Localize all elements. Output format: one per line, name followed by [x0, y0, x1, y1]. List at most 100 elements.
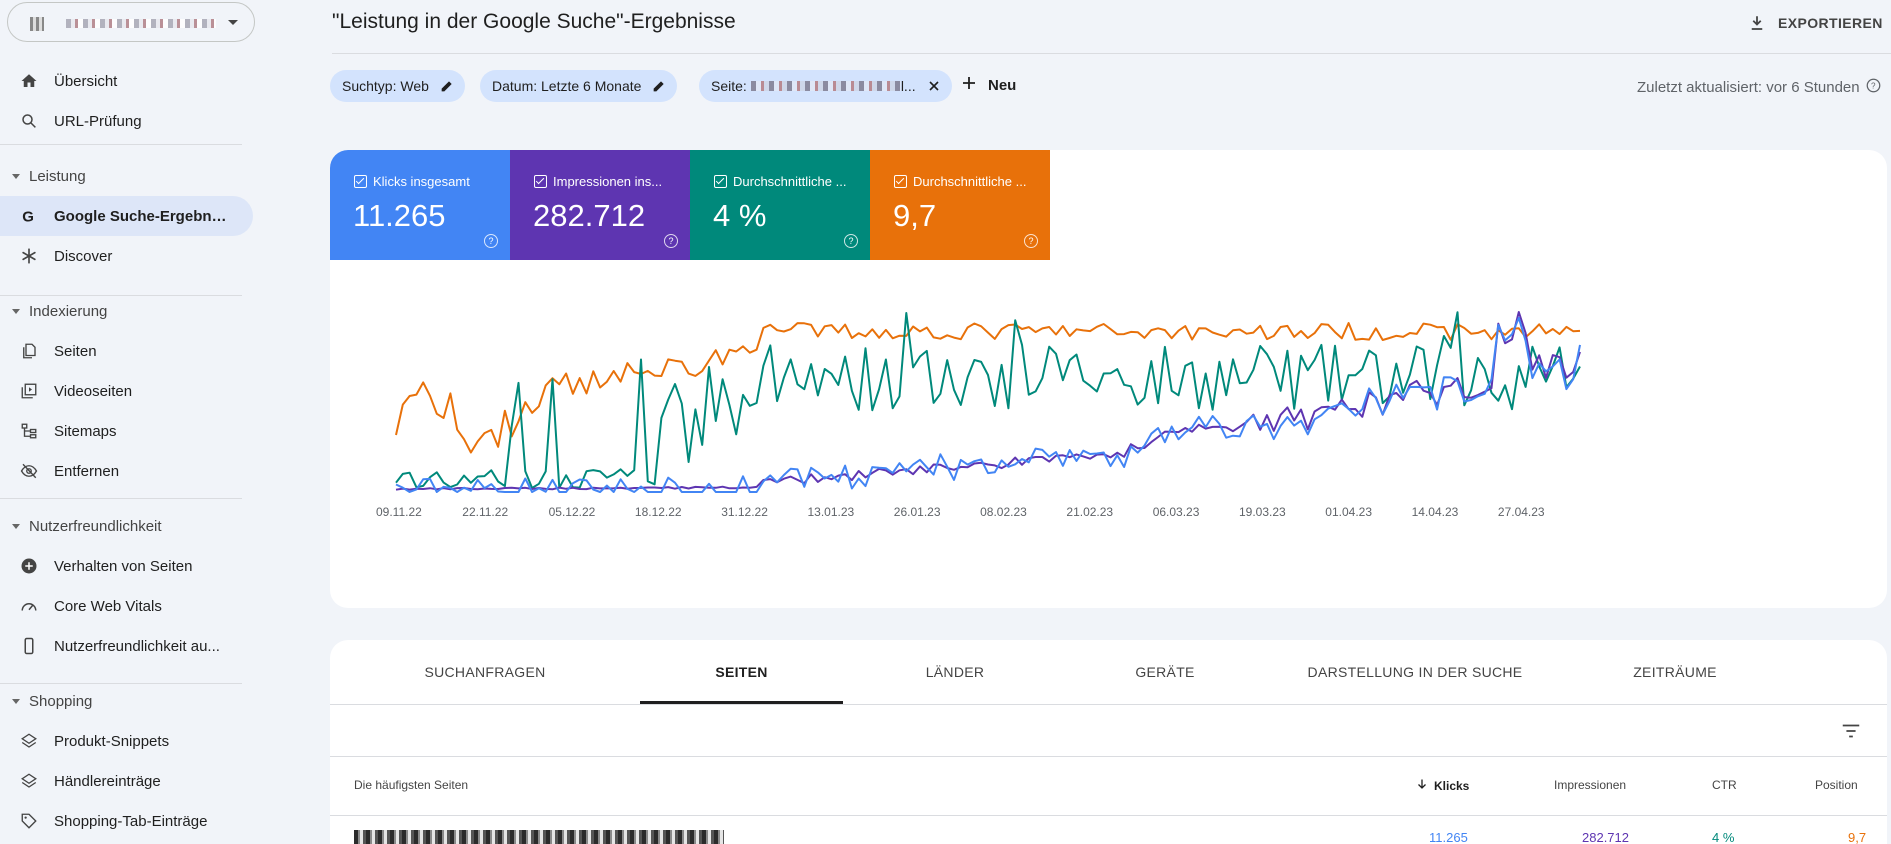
property-selector[interactable]: [7, 2, 255, 42]
divider: [330, 815, 1887, 816]
help-circle-icon[interactable]: ?: [1866, 78, 1881, 97]
performance-chart-card: Klicks insgesamt 11.265 ? Impressionen i…: [330, 150, 1887, 608]
sidebar-item-google-suche[interactable]: G Google Suche-Ergebnis...: [0, 196, 253, 236]
divider: [0, 498, 242, 499]
sidebar-item-produkt-snippets[interactable]: Produkt-Snippets: [0, 721, 253, 761]
sitemap-icon: [20, 422, 38, 440]
column-header-clicks[interactable]: Klicks: [1416, 778, 1469, 793]
row-ctr: 4 %: [1712, 830, 1735, 844]
x-tick-label: 31.12.22: [721, 505, 768, 519]
tab-zeitraeume[interactable]: ZEITRÄUME: [1633, 664, 1717, 680]
section-indexierung[interactable]: Indexierung: [0, 296, 240, 326]
column-header-ctr[interactable]: CTR: [1712, 778, 1737, 792]
x-tick-label: 19.03.23: [1239, 505, 1286, 519]
sidebar-item-seiten[interactable]: Seiten: [0, 331, 253, 371]
help-icon[interactable]: ?: [484, 234, 498, 248]
row-clicks: 11.265: [1429, 830, 1468, 844]
filter-list-icon[interactable]: [1840, 720, 1862, 747]
download-icon: [1748, 14, 1766, 32]
dimension-table-card: SUCHANFRAGEN SEITEN LÄNDER GERÄTE DARSTE…: [330, 640, 1887, 844]
close-icon[interactable]: [926, 78, 942, 94]
help-icon[interactable]: ?: [664, 234, 678, 248]
section-leistung[interactable]: Leistung: [0, 161, 240, 191]
plus-icon: [960, 74, 978, 96]
x-tick-label: 01.04.23: [1325, 505, 1372, 519]
checkbox-icon[interactable]: [534, 175, 547, 188]
collapse-triangle-icon: [12, 308, 20, 314]
checkbox-icon[interactable]: [894, 175, 907, 188]
tab-geraete[interactable]: GERÄTE: [1135, 664, 1195, 680]
divider: [0, 144, 242, 145]
last-updated-text: Zuletzt aktualisiert: vor 6 Stunden ?: [1637, 78, 1881, 97]
series-line-ctr: [395, 311, 1581, 489]
collapse-triangle-icon: [12, 173, 20, 179]
checkbox-icon[interactable]: [354, 175, 367, 188]
sidebar-item-discover[interactable]: Discover: [0, 236, 253, 276]
sort-arrow-down-icon: [1416, 778, 1428, 793]
tab-suchanfragen[interactable]: SUCHANFRAGEN: [424, 664, 546, 680]
sidebar-item-url-pruefung[interactable]: URL-Prüfung: [0, 101, 253, 141]
home-icon: [20, 72, 38, 90]
redacted-url: [750, 81, 901, 91]
sidebar-item-shopping-tab[interactable]: Shopping-Tab-Einträge: [0, 801, 253, 841]
filter-chip-datum[interactable]: Datum: Letzte 6 Monate: [480, 70, 678, 102]
speed-gauge-icon: [20, 597, 38, 615]
metric-card-ctr[interactable]: Durchschnittliche ... 4 % ?: [690, 150, 870, 260]
series-line-impressionen: [395, 311, 1581, 491]
section-shopping[interactable]: Shopping: [0, 686, 240, 716]
tab-laender[interactable]: LÄNDER: [925, 664, 985, 680]
redacted-page-url[interactable]: [354, 830, 724, 844]
sidebar: Übersicht URL-Prüfung Leistung G Google …: [0, 0, 258, 844]
sidebar-item-core-web-vitals[interactable]: Core Web Vitals: [0, 586, 253, 626]
svg-text:?: ?: [1871, 82, 1876, 91]
x-tick-label: 06.03.23: [1153, 505, 1200, 519]
x-tick-label: 05.12.22: [549, 505, 596, 519]
export-button[interactable]: EXPORTIEREN: [1748, 8, 1883, 38]
line-chart[interactable]: 09.11.22 22.11.22 05.12.22 18.12.22 31.12.22…: [330, 260, 1887, 608]
sidebar-item-entfernen[interactable]: Entfernen: [0, 451, 253, 491]
metric-value: 9,7: [893, 198, 937, 233]
sidebar-item-videoseiten[interactable]: Videoseiten: [0, 371, 253, 411]
x-tick-label: 09.11.22: [376, 505, 422, 519]
section-nutzerfreundlichkeit[interactable]: Nutzerfreundlichkeit: [0, 511, 240, 541]
edit-pencil-icon[interactable]: [651, 78, 667, 94]
divider: [330, 704, 1887, 705]
series-line-position: [395, 322, 1581, 454]
sidebar-item-uebersicht[interactable]: Übersicht: [0, 61, 253, 101]
filter-chip-suchtyp[interactable]: Suchtyp: Web: [330, 70, 465, 102]
column-header-impressions[interactable]: Impressionen: [1554, 778, 1627, 792]
active-tab-indicator: [640, 701, 843, 704]
video-library-icon: [20, 382, 38, 400]
help-icon[interactable]: ?: [844, 234, 858, 248]
x-tick-label: 08.02.23: [980, 505, 1027, 519]
column-header-position[interactable]: Position: [1815, 778, 1858, 792]
filter-chip-seite[interactable]: Seite: l...: [699, 70, 952, 102]
x-tick-label: 14.04.23: [1412, 505, 1459, 519]
new-filter-button[interactable]: Neu: [960, 74, 1016, 96]
collapse-triangle-icon: [12, 523, 20, 529]
sidebar-item-nutzerfreundlichkeit-auf[interactable]: Nutzerfreundlichkeit au...: [0, 626, 253, 666]
tab-seiten[interactable]: SEITEN: [715, 664, 768, 680]
help-icon[interactable]: ?: [1024, 234, 1038, 248]
svg-text:G: G: [22, 208, 34, 225]
sidebar-item-verhalten[interactable]: Verhalten von Seiten: [0, 546, 253, 586]
row-position: 9,7: [1848, 830, 1867, 844]
page-title: "Leistung in der Google Suche"-Ergebniss…: [332, 10, 736, 33]
sidebar-item-haendlereintraege[interactable]: Händlereinträge: [0, 761, 253, 801]
divider: [0, 683, 242, 684]
metric-card-impressionen[interactable]: Impressionen ins... 282.712 ?: [510, 150, 690, 260]
checkbox-icon[interactable]: [714, 175, 727, 188]
x-tick-label: 13.01.23: [808, 505, 855, 519]
sidebar-item-sitemaps[interactable]: Sitemaps: [0, 411, 253, 451]
tab-darstellung[interactable]: DARSTELLUNG IN DER SUCHE: [1307, 664, 1523, 680]
metric-card-klicks[interactable]: Klicks insgesamt 11.265 ?: [330, 150, 510, 260]
metric-value: 4 %: [713, 198, 767, 233]
asterisk-icon: [20, 247, 38, 265]
divider: [330, 756, 1887, 757]
google-g-icon: G: [20, 207, 38, 225]
dropdown-caret-icon: [228, 20, 238, 25]
metric-card-position[interactable]: Durchschnittliche ... 9,7 ?: [870, 150, 1050, 260]
edit-pencil-icon[interactable]: [439, 78, 455, 94]
metric-value: 11.265: [353, 198, 446, 233]
